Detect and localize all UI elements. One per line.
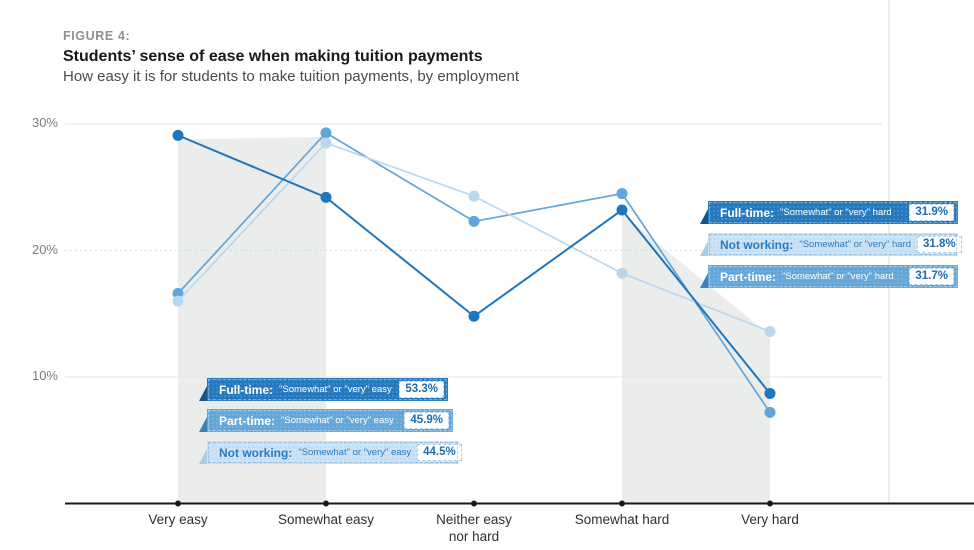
data-point-Full-time-2 <box>468 310 480 322</box>
callout-quote: "Somewhat" or "very" easy <box>298 447 412 458</box>
y-axis-label: 30% <box>31 115 58 130</box>
callout-label: Part-time: <box>219 413 276 428</box>
callout-value: 44.5% <box>417 444 462 461</box>
data-point-Part-time-0 <box>172 288 184 300</box>
callout-notworking-hard: Not working: "Somewhat" or "very" hard 3… <box>700 233 962 256</box>
callout-quote: "Somewhat" or "very" hard <box>780 207 892 218</box>
callout-tail-icon <box>700 273 708 288</box>
data-point-Part-time-3 <box>616 188 628 200</box>
data-point-Not working-2 <box>468 190 480 202</box>
callout-tail-icon <box>199 417 207 432</box>
data-point-Not working-3 <box>616 267 628 279</box>
callout-fulltime-hard: Full-time: "Somewhat" or "very" hard 31.… <box>700 201 958 224</box>
callout-notworking-easy: Not working: "Somewhat" or "very" easy 4… <box>199 441 462 464</box>
x-axis-label: Somewhat easy <box>277 512 375 527</box>
callout-quote: "Somewhat" or "very" hard <box>782 271 894 282</box>
data-point-Full-time-4 <box>764 387 776 399</box>
data-point-Not working-1 <box>320 137 332 149</box>
figure-label: FIGURE 4: <box>63 29 131 43</box>
figure-title: Students’ sense of ease when making tuit… <box>63 48 483 65</box>
callout-quote: "Somewhat" or "very" easy <box>279 384 392 395</box>
callout-label: Full-time: <box>720 205 774 220</box>
data-point-Full-time-0 <box>172 129 184 141</box>
callout-tail-icon <box>199 449 207 464</box>
callout-label: Not working: <box>219 445 293 460</box>
callout-value: 53.3% <box>399 381 444 398</box>
figure-subtitle: How easy it is for students to make tuit… <box>63 68 520 85</box>
x-axis-tick <box>619 500 625 507</box>
y-axis-label: 10% <box>31 368 58 383</box>
callout-value: 31.9% <box>909 204 954 221</box>
data-point-Full-time-1 <box>320 191 332 203</box>
x-axis-label: Somewhat hard <box>574 512 670 527</box>
data-point-Part-time-4 <box>764 406 776 418</box>
callout-quote: "Somewhat" or "very" easy <box>281 415 394 426</box>
x-axis-tick <box>471 500 477 507</box>
callout-value: 31.7% <box>909 268 954 285</box>
highlight-band <box>622 214 770 504</box>
data-point-Not working-4 <box>764 325 776 337</box>
callout-label: Not working: <box>720 237 794 252</box>
callout-parttime-hard: Part-time: "Somewhat" or "very" hard 31.… <box>700 265 958 288</box>
x-axis-label: Very easy <box>148 512 208 527</box>
callout-tail-icon <box>199 386 207 401</box>
callout-label: Part-time: <box>720 269 777 284</box>
callout-parttime-easy: Part-time: "Somewhat" or "very" easy 45.… <box>199 409 453 432</box>
x-axis-label: Very hard <box>741 512 799 527</box>
data-point-Not working-0 <box>172 295 184 307</box>
data-point-Part-time-1 <box>320 127 332 139</box>
y-axis-label: 20% <box>31 241 58 257</box>
callout-fulltime-easy: Full-time: "Somewhat" or "very" easy 53.… <box>199 378 448 401</box>
callout-tail-icon <box>700 241 708 256</box>
callout-quote: "Somewhat" or "very" hard <box>799 239 912 250</box>
data-point-Part-time-2 <box>468 215 480 227</box>
x-axis-tick <box>323 500 329 507</box>
x-axis-label: Neither easy nor hard <box>436 512 512 544</box>
callout-tail-icon <box>700 209 708 224</box>
x-axis-tick <box>767 500 773 507</box>
x-axis-tick <box>175 500 181 507</box>
callout-value: 31.8% <box>917 236 962 253</box>
callout-value: 45.9% <box>404 412 449 429</box>
callout-label: Full-time: <box>219 382 273 397</box>
data-point-Full-time-3 <box>616 204 628 216</box>
